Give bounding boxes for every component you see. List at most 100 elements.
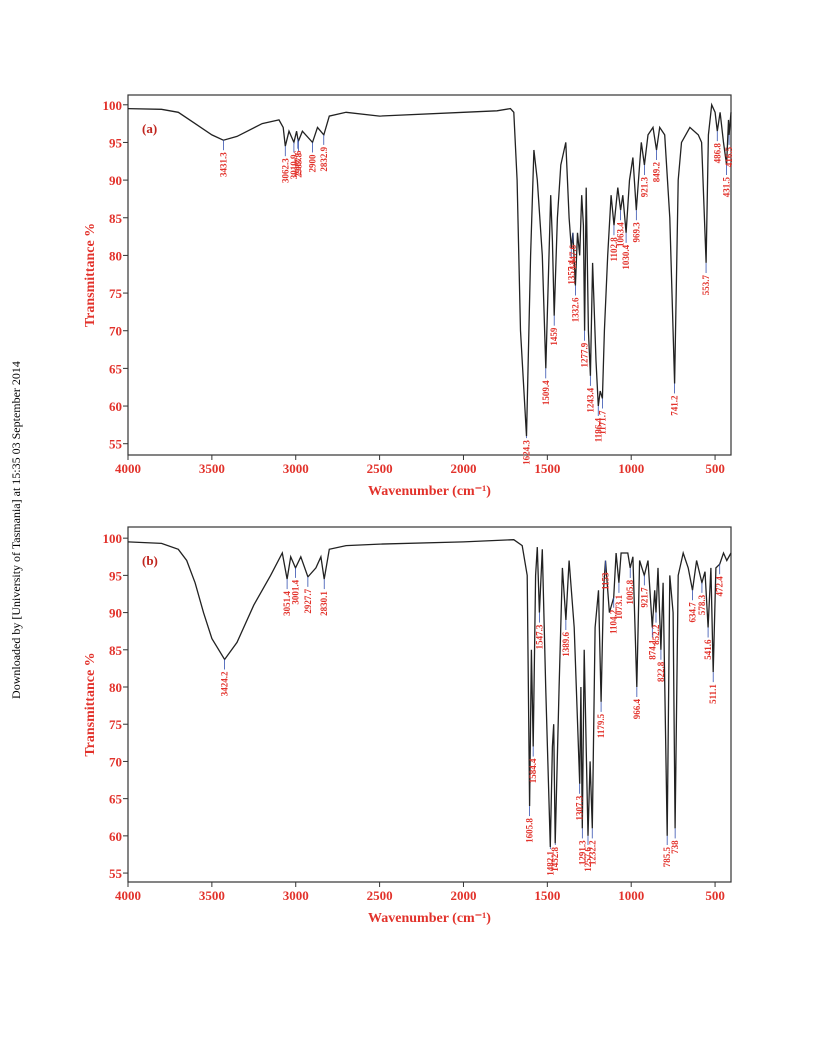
peak-label: 541.6	[703, 639, 713, 660]
x-tick-label: 3000	[283, 461, 309, 476]
y-tick-label: 75	[109, 286, 123, 301]
y-tick-label: 80	[109, 680, 122, 695]
peak-label: 1104.2	[609, 609, 619, 634]
peak-label: 1307.3	[575, 795, 585, 820]
peak-label: 1073.1	[614, 594, 624, 619]
peak-label: 921.3	[639, 177, 649, 198]
y-tick-label: 65	[109, 361, 123, 376]
x-tick-label: 4000	[115, 888, 141, 903]
y-tick-label: 60	[109, 829, 122, 844]
peak-label: 1357.4	[566, 259, 576, 284]
x-tick-label: 3000	[283, 888, 309, 903]
peak-label: 822.8	[656, 661, 666, 682]
y-tick-label: 60	[109, 399, 122, 414]
peak-label: 431.5	[722, 177, 732, 198]
peak-label: 2987.6	[293, 150, 303, 175]
y-tick-label: 70	[109, 754, 122, 769]
x-tick-label: 3500	[199, 888, 225, 903]
y-tick-label: 85	[109, 643, 123, 658]
x-tick-label: 1500	[534, 461, 560, 476]
y-tick-label: 55	[109, 866, 123, 881]
x-tick-label: 2500	[367, 461, 393, 476]
y-tick-label: 90	[109, 173, 122, 188]
peak-label: 1179.5	[596, 713, 606, 738]
peak-label: 3062.3	[280, 158, 290, 183]
peak-label: 874.1	[647, 639, 657, 660]
peak-label: 1257.6	[583, 847, 593, 872]
x-tick-label: 2500	[367, 888, 393, 903]
peak-label: 3001.4	[290, 579, 300, 604]
peak-label: 852.2	[651, 624, 661, 645]
peak-label: 416.5	[724, 146, 734, 167]
y-tick-label: 90	[109, 606, 122, 621]
peak-label: 1277.9	[580, 342, 590, 367]
x-tick-label: 1000	[618, 461, 644, 476]
peak-label: 1605.8	[525, 818, 535, 843]
x-tick-label: 1500	[534, 888, 560, 903]
peak-label: 634.7	[687, 602, 697, 623]
x-tick-label: 500	[705, 461, 725, 476]
y-tick-label: 85	[109, 211, 123, 226]
plot-frame	[127, 94, 732, 456]
peak-label: 1482.1	[545, 851, 555, 876]
peak-label: 1332.6	[570, 297, 580, 322]
y-tick-label: 95	[109, 135, 123, 150]
y-axis-label: Transmittance %	[83, 223, 98, 327]
peak-label: 3010.9	[289, 154, 299, 179]
peak-label: 1153	[601, 572, 611, 590]
peak-label: 2832.9	[319, 146, 329, 171]
peak-label: 1347.6	[568, 244, 578, 269]
panel-label: (b)	[142, 553, 158, 568]
peak-label: 1196.4	[593, 418, 603, 443]
peak-label: 1389.6	[561, 632, 571, 657]
peak-label: 1030.4	[621, 244, 631, 269]
y-tick-label: 70	[109, 324, 122, 339]
x-axis-label: Wavenumber (cm⁻¹)	[368, 911, 491, 926]
peak-label: 738	[670, 840, 680, 854]
peak-label: 1452.8	[550, 847, 560, 872]
x-tick-label: 4000	[115, 461, 141, 476]
peak-label: 1509.4	[541, 380, 551, 405]
peak-label: 511.1	[708, 684, 718, 704]
peak-label: 486.8	[712, 143, 722, 164]
peak-label: 785.5	[662, 847, 672, 868]
y-tick-label: 80	[109, 248, 122, 263]
plot-frame	[127, 526, 732, 883]
peak-label: 3424.2	[220, 671, 230, 696]
y-axis-label: Transmittance %	[83, 652, 98, 756]
peak-label: 553.7	[701, 274, 711, 295]
peak-label: 1459	[549, 327, 559, 346]
y-tick-label: 75	[109, 717, 123, 732]
peak-label: 966.4	[632, 699, 642, 720]
peak-label: 741.2	[670, 395, 680, 416]
y-tick-label: 100	[103, 98, 123, 113]
peak-label: 3051.4	[282, 591, 292, 616]
download-note: Downloaded by [University of Tasmania] a…	[9, 361, 23, 699]
spectrum-line	[127, 102, 732, 437]
peak-label: 1005.8	[625, 579, 635, 604]
peak-label: 921.7	[639, 587, 649, 608]
peak-label: 1232.2	[587, 840, 597, 865]
peak-label: 1102.8	[609, 237, 619, 262]
peak-label: 2927.7	[303, 588, 313, 613]
spectrum-line	[127, 539, 732, 848]
y-tick-label: 100	[103, 531, 123, 546]
x-tick-label: 500	[705, 888, 725, 903]
x-tick-label: 2000	[450, 888, 476, 903]
y-tick-label: 95	[109, 568, 123, 583]
peak-label: 1291.3	[577, 840, 587, 865]
peak-label: 578.3	[697, 594, 707, 615]
peak-label: 1624.3	[521, 440, 531, 465]
y-tick-label: 55	[109, 437, 123, 452]
x-tick-label: 3500	[199, 461, 225, 476]
x-tick-label: 2000	[450, 461, 476, 476]
peak-label: 2983.8	[293, 152, 303, 177]
panel-label: (a)	[142, 121, 157, 136]
x-axis-label: Wavenumber (cm⁻¹)	[368, 484, 491, 499]
peak-label: 1171.7	[597, 410, 607, 435]
peak-label: 1063.4	[616, 222, 626, 247]
peak-label: 1243.4	[585, 387, 595, 412]
y-tick-label: 65	[109, 792, 123, 807]
x-tick-label: 1000	[618, 888, 644, 903]
